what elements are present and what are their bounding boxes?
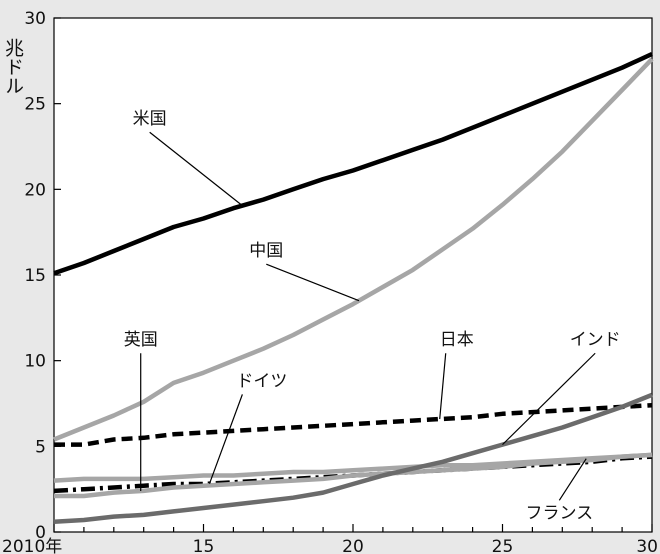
y-axis-unit-label: 兆ドル — [2, 38, 24, 95]
series-line-3 — [54, 402, 653, 447]
y-tick-label: 15 — [24, 266, 46, 286]
leader-line — [149, 131, 243, 207]
leader-line — [208, 394, 243, 484]
series-line-6 — [53, 452, 653, 483]
series-group — [53, 51, 654, 524]
axes: 0 5 10 15 20 25 30 2010年 15 20 25 30 — [2, 9, 658, 554]
series-label: 中国 — [249, 241, 283, 261]
x-tick-label: 2010年 — [2, 537, 62, 554]
series-label: ドイツ — [236, 371, 287, 391]
series-label: 英国 — [124, 330, 158, 350]
y-tick-label: 5 — [35, 437, 46, 457]
plot-area — [53, 17, 653, 533]
leader-line — [558, 458, 587, 501]
leader-line — [502, 352, 596, 446]
y-tick-label: 25 — [24, 95, 46, 115]
leader-line — [266, 263, 360, 302]
x-tick-label: 25 — [492, 537, 514, 554]
x-tick-label: 15 — [193, 537, 215, 554]
series-line-1 — [53, 51, 653, 276]
x-tick-label: 20 — [342, 537, 364, 554]
series-line-7 — [53, 392, 653, 524]
y-tick-label: 10 — [24, 352, 46, 372]
y-tick-label: 0 — [35, 523, 46, 543]
series-label: 日本 — [440, 330, 474, 350]
y-tick-label: 20 — [24, 180, 46, 200]
y-tick-label: 30 — [24, 9, 46, 29]
series-label: フランス — [525, 503, 593, 523]
series-line-2 — [53, 57, 654, 442]
x-tick-label: 30 — [636, 537, 658, 554]
series-label: 米国 — [133, 109, 167, 129]
leader-line — [439, 353, 447, 420]
series-label: インド — [570, 330, 621, 350]
